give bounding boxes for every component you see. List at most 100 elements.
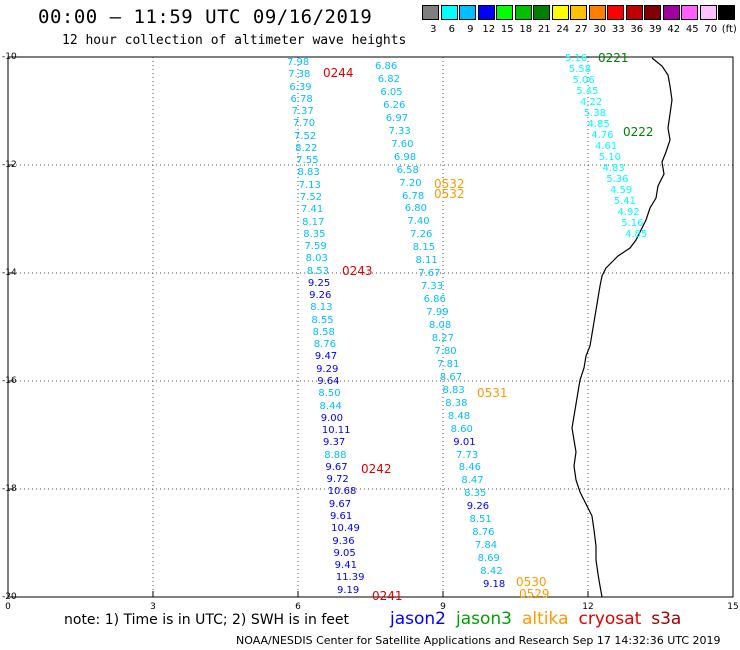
wave-height-value: 7.52 — [293, 130, 317, 142]
legend-swatch — [551, 5, 569, 20]
wave-height-value: 5.10 — [598, 152, 622, 163]
wave-height-value: 8.44 — [319, 400, 342, 412]
legend-swatch — [699, 5, 717, 20]
wave-height-value: 9.26 — [466, 501, 490, 513]
wave-height-value: 9.67 — [325, 461, 348, 473]
wave-height-value: 9.25 — [307, 277, 331, 289]
satellite-name-altika: altika — [522, 609, 569, 629]
wave-height-value: 9.00 — [320, 412, 343, 424]
pass-label: 0222 — [623, 125, 654, 139]
wave-height-value: 4.85 — [625, 229, 648, 240]
wave-height-value: 8.60 — [450, 423, 473, 435]
wave-height-value: 8.55 — [311, 314, 334, 326]
wave-height-value: 9.26 — [309, 290, 332, 302]
wave-height-value: 7.40 — [407, 216, 430, 228]
wave-height-value: 8.51 — [469, 514, 492, 526]
pass-label: 0221 — [598, 51, 629, 65]
legend-swatch — [588, 5, 606, 20]
legend-label: 24 — [556, 24, 570, 35]
wave-height-value: 8.47 — [461, 475, 484, 487]
map-title: 00:00 — 11:59 UTC 09/16/2019 — [38, 6, 373, 28]
wave-height-value: 10.68 — [327, 486, 357, 498]
wave-height-value: 4.83 — [602, 163, 625, 174]
wave-height-value: 6.97 — [385, 112, 409, 124]
wave-height-value: 8.22 — [295, 142, 318, 154]
wave-height-value: 5.16 — [565, 53, 588, 64]
wave-height-value: 8.38 — [445, 397, 468, 409]
wave-height-value: 9.19 — [337, 584, 360, 596]
pass-label: 0241 — [372, 589, 403, 603]
lat-lon-grid — [8, 57, 733, 597]
wave-height-value: 9.41 — [334, 560, 357, 572]
wave-height-value: 11.39 — [335, 572, 365, 584]
coastline — [571, 57, 673, 598]
pass-label: 0532 — [434, 187, 465, 201]
wave-height-value: 7.80 — [434, 345, 457, 357]
wave-height-value: 5.38 — [583, 108, 607, 119]
wave-height-value: 4.92 — [617, 207, 640, 218]
legend-label: 30 — [593, 24, 607, 35]
wave-height-value: 7.84 — [474, 540, 498, 552]
wave-height-value: 6.82 — [377, 73, 400, 85]
latitude-label: -10 — [2, 52, 17, 62]
legend-swatch — [477, 5, 495, 20]
wave-height-value: 7.33 — [420, 281, 444, 293]
wave-height-value: 8.67 — [439, 371, 463, 383]
wave-height-value: 7.73 — [456, 449, 479, 461]
wave-height-value: 8.08 — [429, 320, 452, 331]
wave-height-value: 6.26 — [383, 99, 406, 111]
wave-height-value: 8.35 — [303, 228, 326, 240]
wave-height-value: 5.41 — [613, 196, 637, 207]
legend-label: 18 — [519, 24, 533, 35]
legend-swatch — [514, 5, 532, 20]
legend-label: 27 — [574, 24, 588, 35]
legend-label: 45 — [685, 24, 699, 35]
legend-swatch — [662, 5, 680, 20]
pass-label: 0243 — [342, 264, 373, 278]
wave-height-value: 8.13 — [310, 302, 333, 314]
satellite-name-cryosat: cryosat — [578, 609, 642, 629]
footnote: note: 1) Time is in UTC; 2) SWH is in fe… — [64, 612, 350, 628]
longitude-label: 0 — [5, 602, 11, 612]
legend-label: 9 — [467, 24, 474, 35]
wave-height-value: 9.18 — [483, 579, 506, 590]
wave-height-value: 7.99 — [426, 307, 449, 319]
wave-height-value: 10.11 — [321, 425, 351, 437]
legend-label: 3 — [430, 24, 437, 35]
wave-height-value: 10.49 — [331, 523, 360, 535]
longitude-label: 6 — [295, 602, 301, 612]
legend-swatch — [570, 5, 587, 20]
wave-height-value: 7.13 — [298, 179, 321, 191]
wave-height-value: 8.88 — [324, 449, 347, 461]
longitude-label: 15 — [727, 602, 739, 612]
pass-label: 0242 — [361, 462, 392, 476]
satellite-name-s3a: s3a — [651, 609, 682, 629]
latitude-label: -18 — [2, 484, 17, 494]
wave-height-value: 7.37 — [291, 106, 314, 118]
wave-height-value: 8.50 — [318, 388, 341, 400]
wave-height-value: 8.83 — [442, 384, 465, 396]
map-border — [7, 56, 734, 598]
wave-height-value: 8.83 — [297, 167, 320, 179]
wave-height-value: 8.48 — [447, 410, 471, 422]
wave-height-value: 5.06 — [572, 75, 595, 86]
pass-label: 0244 — [323, 66, 354, 80]
wave-height-value: 6.78 — [290, 93, 313, 105]
longitude-label: 9 — [440, 602, 446, 612]
wave-height-value: 7.98 — [287, 57, 310, 68]
legend-label: 15 — [500, 24, 514, 35]
wave-height-value: 7.26 — [410, 229, 433, 241]
legend-swatch — [496, 5, 513, 20]
wave-height-value: 5.58 — [568, 64, 592, 75]
wave-height-value: 4.22 — [580, 97, 603, 108]
wave-height-value: 8.53 — [306, 265, 330, 277]
wave-height-value: 5.16 — [621, 218, 644, 229]
pass-label: 0531 — [477, 386, 508, 400]
legend-label: 36 — [630, 24, 644, 35]
legend-swatch — [644, 5, 661, 20]
wave-height-value: 7.38 — [288, 69, 311, 81]
wave-height-value: 9.36 — [332, 535, 355, 547]
legend-label: 70 — [704, 24, 718, 35]
wave-height-value: 7.33 — [388, 125, 411, 137]
